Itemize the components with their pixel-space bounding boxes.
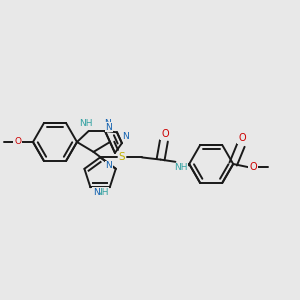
Text: N: N	[122, 132, 129, 141]
Text: S: S	[119, 152, 125, 162]
Text: N: N	[106, 123, 112, 132]
Text: NH: NH	[174, 163, 187, 172]
Text: O: O	[161, 129, 169, 139]
Text: O: O	[249, 162, 257, 172]
Text: N: N	[105, 161, 112, 170]
Text: N: N	[104, 118, 110, 127]
Text: NH: NH	[95, 188, 109, 197]
Text: NH: NH	[79, 118, 92, 127]
Text: O: O	[14, 137, 21, 146]
Text: N: N	[93, 188, 100, 197]
Text: O: O	[238, 133, 246, 143]
